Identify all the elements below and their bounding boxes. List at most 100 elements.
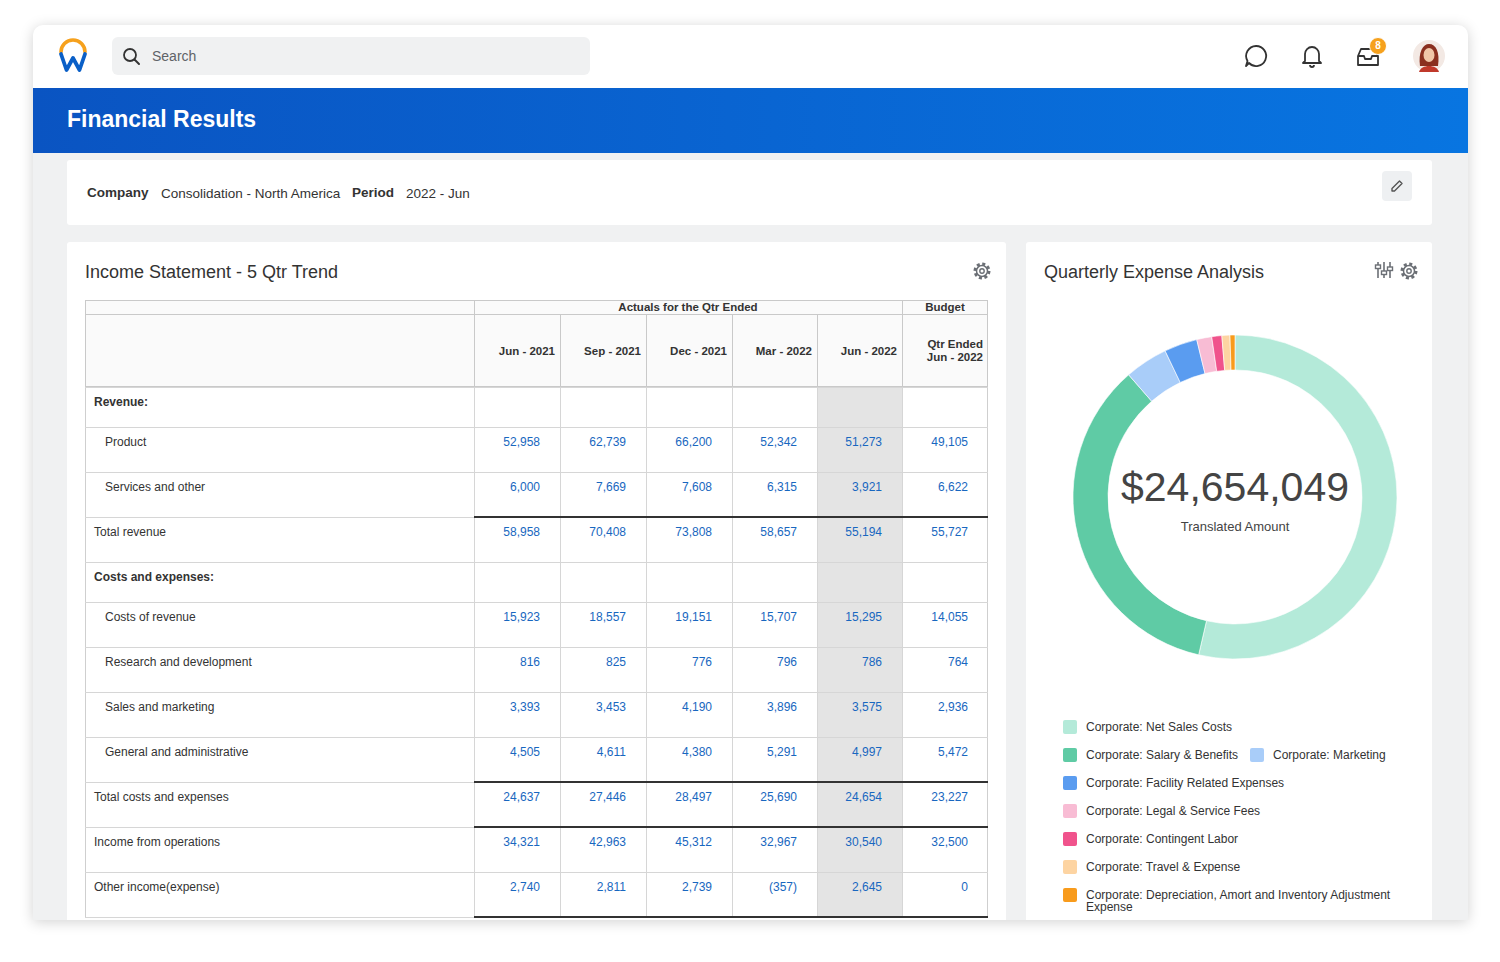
cell-value[interactable]: 6,315 — [732, 480, 797, 494]
cell-value[interactable]: 764 — [902, 655, 968, 669]
cell-value[interactable]: (357) — [732, 880, 797, 894]
cell-value[interactable]: 3,575 — [817, 700, 882, 714]
user-avatar[interactable] — [1413, 40, 1445, 72]
cell-value[interactable]: 28,497 — [646, 790, 712, 804]
cell-value[interactable]: 32,500 — [902, 835, 968, 849]
cell-value[interactable]: 2,645 — [817, 880, 882, 894]
cell-value[interactable]: 3,896 — [732, 700, 797, 714]
cell-value[interactable]: 825 — [560, 655, 626, 669]
column-divider — [732, 387, 733, 917]
row-label: Sales and marketing — [105, 700, 214, 714]
cell-value[interactable]: 32,967 — [732, 835, 797, 849]
column-header: Dec - 2021 — [653, 345, 732, 358]
settings-icon[interactable] — [1399, 261, 1419, 281]
cell-value[interactable]: 786 — [817, 655, 882, 669]
cell-value[interactable]: 73,808 — [646, 525, 712, 539]
row-label: Income from operations — [94, 835, 220, 849]
search-icon[interactable] — [122, 47, 142, 67]
section-label: Costs and expenses: — [94, 570, 214, 584]
cell-value[interactable]: 14,055 — [902, 610, 968, 624]
cell-value[interactable]: 5,291 — [732, 745, 797, 759]
row-divider — [85, 472, 988, 473]
cell-value[interactable]: 66,200 — [646, 435, 712, 449]
total-rule — [474, 916, 988, 918]
settings-icon[interactable] — [972, 261, 992, 281]
cell-value[interactable]: 23,227 — [902, 790, 968, 804]
cell-value[interactable]: 58,657 — [732, 525, 797, 539]
cell-value[interactable]: 0 — [902, 880, 968, 894]
donut-slice[interactable] — [1222, 335, 1231, 370]
cell-value[interactable]: 19,151 — [646, 610, 712, 624]
chat-icon[interactable] — [1244, 44, 1268, 68]
row-label: Services and other — [105, 480, 205, 494]
legend-swatch — [1063, 860, 1077, 874]
cell-value[interactable]: 2,739 — [646, 880, 712, 894]
column-header-cell: Qtr Ended Jun - 2022 — [902, 315, 988, 387]
cell-value[interactable]: 4,505 — [474, 745, 540, 759]
cell-value[interactable]: 25,690 — [732, 790, 797, 804]
cell-value[interactable]: 6,622 — [902, 480, 968, 494]
cell-value[interactable]: 4,380 — [646, 745, 712, 759]
cell-value[interactable]: 24,654 — [817, 790, 882, 804]
cell-value[interactable]: 5,472 — [902, 745, 968, 759]
donut-slice[interactable] — [1073, 375, 1207, 655]
cell-value[interactable]: 62,739 — [560, 435, 626, 449]
row-label: Total costs and expenses — [94, 790, 229, 804]
cell-value[interactable]: 3,393 — [474, 700, 540, 714]
legend-label: Corporate: Contingent Labor — [1086, 833, 1398, 845]
column-header: Sep - 2021 — [567, 345, 646, 358]
cell-value[interactable]: 7,608 — [646, 480, 712, 494]
filter-icon[interactable] — [1375, 261, 1393, 279]
notifications-icon[interactable] — [1301, 44, 1323, 68]
cell-value[interactable]: 2,740 — [474, 880, 540, 894]
cell-value[interactable]: 3,453 — [560, 700, 626, 714]
edit-icon[interactable] — [1389, 178, 1405, 194]
column-divider — [560, 315, 561, 387]
cell-value[interactable]: 4,190 — [646, 700, 712, 714]
cell-value[interactable]: 58,958 — [474, 525, 540, 539]
cell-value[interactable]: 15,707 — [732, 610, 797, 624]
cell-value[interactable]: 55,194 — [817, 525, 882, 539]
cell-value[interactable]: 2,936 — [902, 700, 968, 714]
column-divider — [902, 315, 903, 387]
cell-value[interactable]: 55,727 — [902, 525, 968, 539]
total-rule — [474, 781, 988, 783]
table-border — [987, 387, 988, 917]
column-header-cell: Sep - 2021 — [560, 315, 646, 387]
cell-value[interactable]: 18,557 — [560, 610, 626, 624]
cell-value[interactable]: 15,923 — [474, 610, 540, 624]
legend-swatch — [1063, 748, 1077, 762]
cell-value[interactable]: 816 — [474, 655, 540, 669]
column-divider — [646, 387, 647, 917]
row-label: Product — [105, 435, 146, 449]
legend-label: Corporate: Travel & Expense — [1086, 861, 1398, 873]
cell-value[interactable]: 4,611 — [560, 745, 626, 759]
cell-value[interactable]: 30,540 — [817, 835, 882, 849]
legend-label: Corporate: Depreciation, Amort and Inven… — [1086, 889, 1398, 913]
donut-slice[interactable] — [1230, 335, 1235, 370]
cell-value[interactable]: 52,342 — [732, 435, 797, 449]
cell-value[interactable]: 45,312 — [646, 835, 712, 849]
cell-value[interactable]: 42,963 — [560, 835, 626, 849]
inbox-count: 8 — [1370, 38, 1386, 53]
cell-value[interactable]: 52,958 — [474, 435, 540, 449]
column-divider — [474, 300, 475, 387]
cell-value[interactable]: 4,997 — [817, 745, 882, 759]
cell-value[interactable]: 49,105 — [902, 435, 968, 449]
search-placeholder: Search — [152, 48, 196, 64]
cell-value[interactable]: 796 — [732, 655, 797, 669]
cell-value[interactable]: 51,273 — [817, 435, 882, 449]
cell-value[interactable]: 15,295 — [817, 610, 882, 624]
cell-value[interactable]: 2,811 — [560, 880, 626, 894]
cell-value[interactable]: 3,921 — [817, 480, 882, 494]
cell-value[interactable]: 70,408 — [560, 525, 626, 539]
page-title: Financial Results — [67, 106, 256, 133]
cell-value[interactable]: 6,000 — [474, 480, 540, 494]
cell-value[interactable]: 34,321 — [474, 835, 540, 849]
edit-button[interactable] — [1382, 171, 1412, 201]
cell-value[interactable]: 24,637 — [474, 790, 540, 804]
cell-value[interactable]: 776 — [646, 655, 712, 669]
cell-value[interactable]: 27,446 — [560, 790, 626, 804]
cell-value[interactable]: 7,669 — [560, 480, 626, 494]
workday-logo[interactable] — [58, 38, 88, 72]
